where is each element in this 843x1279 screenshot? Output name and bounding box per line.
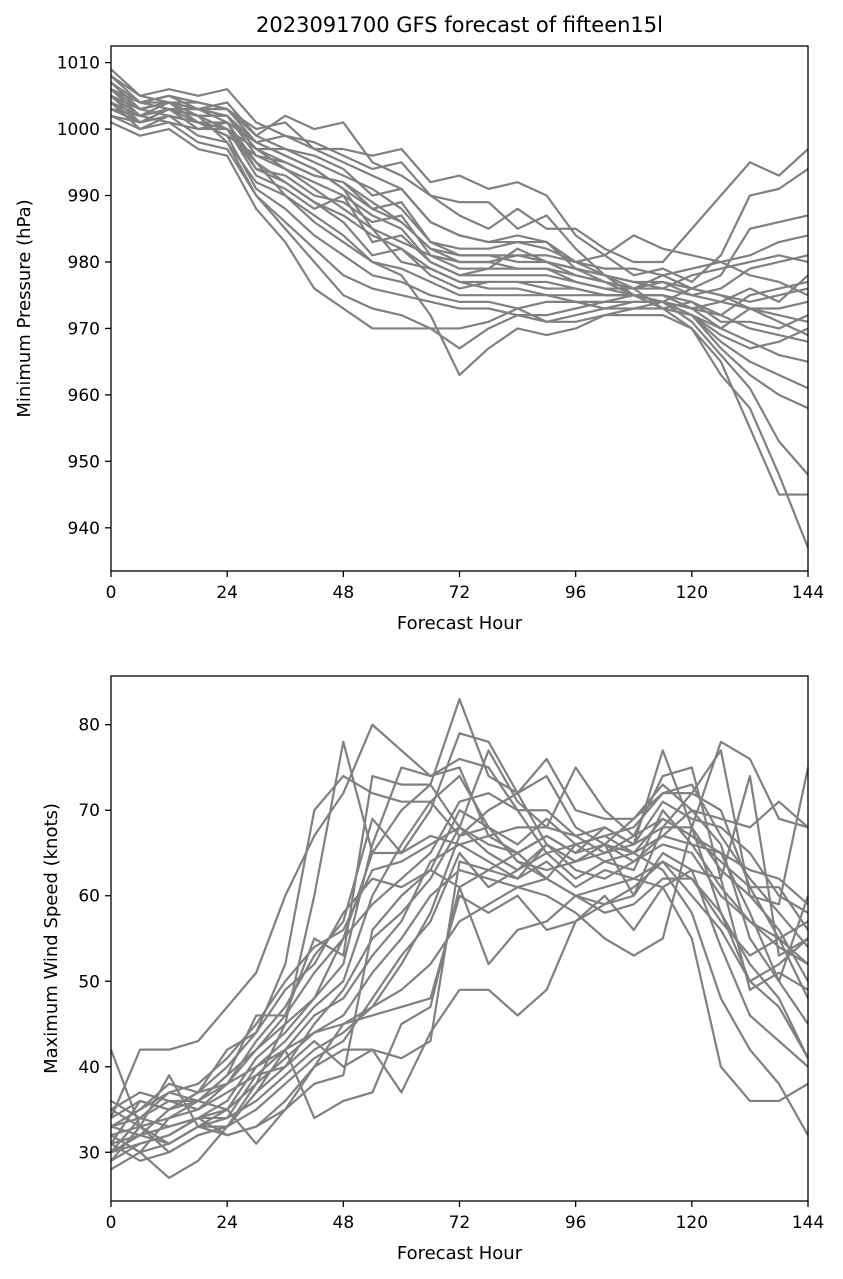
x-axis-label: Forecast Hour <box>397 1243 523 1264</box>
y-tick-label: 40 <box>78 1058 100 1078</box>
wind-series-line-19 <box>110 800 809 1137</box>
wind-series-line-12 <box>110 851 809 1162</box>
x-tick-label: 120 <box>676 1213 708 1233</box>
wind-series-line-13 <box>110 826 809 1154</box>
y-tick-label: 30 <box>78 1143 100 1163</box>
pressure-series-line-15 <box>110 114 810 549</box>
wind-series-line-18 <box>110 792 809 1145</box>
x-tick-label: 72 <box>449 583 471 603</box>
y-tick-label: 80 <box>78 716 100 736</box>
y-tick-label: 940 <box>68 519 100 539</box>
x-tick-label: 0 <box>106 583 117 603</box>
y-tick-label: 960 <box>68 386 100 406</box>
wind-plot-frame <box>110 675 809 1202</box>
y-tick-label: 980 <box>68 253 100 273</box>
wind-chart: 0 24 48 72 96 120 144 30 40 50 60 70 80 Forecast Hou… <box>41 675 824 1264</box>
pressure-chart: 2023091700 GFS forecast of fifteen15l 0 2… <box>14 13 824 634</box>
x-tick-label: 24 <box>216 583 238 603</box>
wind-ticks-group: 0 24 48 72 96 120 144 30 40 50 60 70 80 <box>78 716 824 1233</box>
pressure-series-line-13 <box>110 108 809 476</box>
pressure-series-group <box>110 68 810 549</box>
y-tick-label: 970 <box>68 319 100 339</box>
x-tick-label: 0 <box>106 1213 117 1233</box>
wind-series-group <box>109 697 810 1180</box>
y-tick-label: 1010 <box>57 54 100 74</box>
y-tick-label: 990 <box>68 187 100 207</box>
x-tick-label: 48 <box>333 1213 355 1233</box>
pressure-series-line-2 <box>110 75 809 264</box>
x-tick-label: 144 <box>792 583 824 603</box>
y-tick-label: 60 <box>78 887 100 907</box>
pressure-series-line-20 <box>110 94 809 323</box>
y-tick-label: 70 <box>78 801 100 821</box>
y-tick-label: 1000 <box>57 120 100 140</box>
y-tick-label: 50 <box>78 972 100 992</box>
pressure-ticks-group: 0 24 48 72 96 120 144 940 950 960 970 980 990 1000 101… <box>57 54 824 603</box>
wind-series-line-22 <box>110 783 809 1128</box>
pressure-series-line-21 <box>110 108 809 343</box>
x-tick-label: 96 <box>565 583 587 603</box>
x-tick-label: 144 <box>792 1213 824 1233</box>
x-axis-label: Forecast Hour <box>397 613 523 634</box>
y-tick-label: 950 <box>68 452 100 472</box>
y-axis-label: Maximum Wind Speed (knots) <box>41 803 62 1074</box>
y-axis-label: Minimum Pressure (hPa) <box>14 199 35 417</box>
chart-title: 2023091700 GFS forecast of fifteen15l <box>256 13 663 37</box>
x-tick-label: 120 <box>676 583 708 603</box>
wind-series-line-20 <box>110 809 809 1145</box>
x-tick-label: 24 <box>216 1213 238 1233</box>
x-tick-label: 72 <box>449 1213 471 1233</box>
pressure-series-line-22 <box>110 88 809 337</box>
wind-series-line-15 <box>110 851 809 1162</box>
x-tick-label: 48 <box>333 583 355 603</box>
wind-series-line-17 <box>110 851 809 1128</box>
pressure-plot-frame <box>110 45 809 572</box>
wind-series-line-21 <box>110 826 809 1153</box>
x-tick-label: 96 <box>565 1213 587 1233</box>
